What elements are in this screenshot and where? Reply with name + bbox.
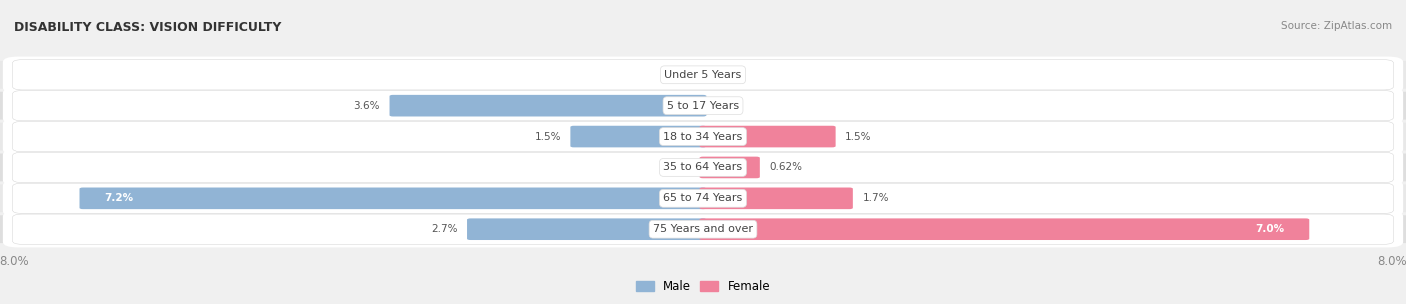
Text: Under 5 Years: Under 5 Years	[665, 70, 741, 80]
FancyBboxPatch shape	[13, 91, 1393, 121]
Text: 1.5%: 1.5%	[845, 132, 872, 142]
FancyBboxPatch shape	[3, 57, 1403, 93]
FancyBboxPatch shape	[700, 188, 853, 209]
Text: Source: ZipAtlas.com: Source: ZipAtlas.com	[1281, 21, 1392, 31]
Text: 1.5%: 1.5%	[534, 132, 561, 142]
Text: DISABILITY CLASS: VISION DIFFICULTY: DISABILITY CLASS: VISION DIFFICULTY	[14, 21, 281, 34]
Text: 0.62%: 0.62%	[769, 162, 803, 172]
Text: 7.0%: 7.0%	[1256, 224, 1284, 234]
FancyBboxPatch shape	[0, 185, 1406, 212]
Text: 1.7%: 1.7%	[862, 193, 889, 203]
Text: 5 to 17 Years: 5 to 17 Years	[666, 101, 740, 111]
FancyBboxPatch shape	[389, 95, 706, 116]
FancyBboxPatch shape	[13, 152, 1393, 183]
FancyBboxPatch shape	[13, 183, 1393, 213]
FancyBboxPatch shape	[3, 180, 1403, 216]
FancyBboxPatch shape	[700, 126, 835, 147]
FancyBboxPatch shape	[80, 188, 706, 209]
FancyBboxPatch shape	[13, 214, 1393, 244]
Text: 65 to 74 Years: 65 to 74 Years	[664, 193, 742, 203]
FancyBboxPatch shape	[700, 218, 1309, 240]
Legend: Male, Female: Male, Female	[631, 275, 775, 298]
Text: 35 to 64 Years: 35 to 64 Years	[664, 162, 742, 172]
Text: 75 Years and over: 75 Years and over	[652, 224, 754, 234]
FancyBboxPatch shape	[0, 154, 1406, 181]
FancyBboxPatch shape	[0, 123, 1406, 150]
FancyBboxPatch shape	[0, 61, 1406, 89]
Text: 0.0%: 0.0%	[664, 162, 690, 172]
Text: 3.6%: 3.6%	[353, 101, 380, 111]
FancyBboxPatch shape	[700, 157, 759, 178]
Text: 2.7%: 2.7%	[432, 224, 457, 234]
Text: 18 to 34 Years: 18 to 34 Years	[664, 132, 742, 142]
FancyBboxPatch shape	[3, 88, 1403, 124]
FancyBboxPatch shape	[3, 211, 1403, 247]
FancyBboxPatch shape	[13, 121, 1393, 152]
Text: 7.2%: 7.2%	[104, 193, 134, 203]
Text: 0.0%: 0.0%	[716, 70, 742, 80]
FancyBboxPatch shape	[3, 118, 1403, 155]
FancyBboxPatch shape	[0, 215, 1406, 243]
FancyBboxPatch shape	[0, 92, 1406, 119]
Text: 0.0%: 0.0%	[664, 70, 690, 80]
Text: 0.0%: 0.0%	[716, 101, 742, 111]
FancyBboxPatch shape	[571, 126, 706, 147]
FancyBboxPatch shape	[467, 218, 706, 240]
FancyBboxPatch shape	[13, 60, 1393, 90]
FancyBboxPatch shape	[3, 149, 1403, 186]
